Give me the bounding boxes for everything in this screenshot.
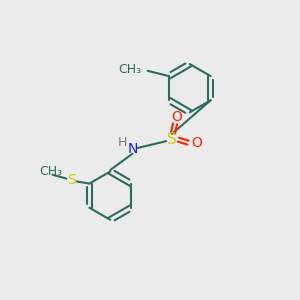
Text: O: O [191, 136, 202, 150]
Text: S: S [67, 173, 76, 187]
Text: N: N [127, 142, 137, 155]
Text: CH₃: CH₃ [40, 165, 63, 178]
Text: S: S [167, 132, 177, 147]
Text: CH₃: CH₃ [118, 63, 141, 76]
Text: H: H [118, 136, 128, 148]
Text: O: O [171, 110, 182, 124]
